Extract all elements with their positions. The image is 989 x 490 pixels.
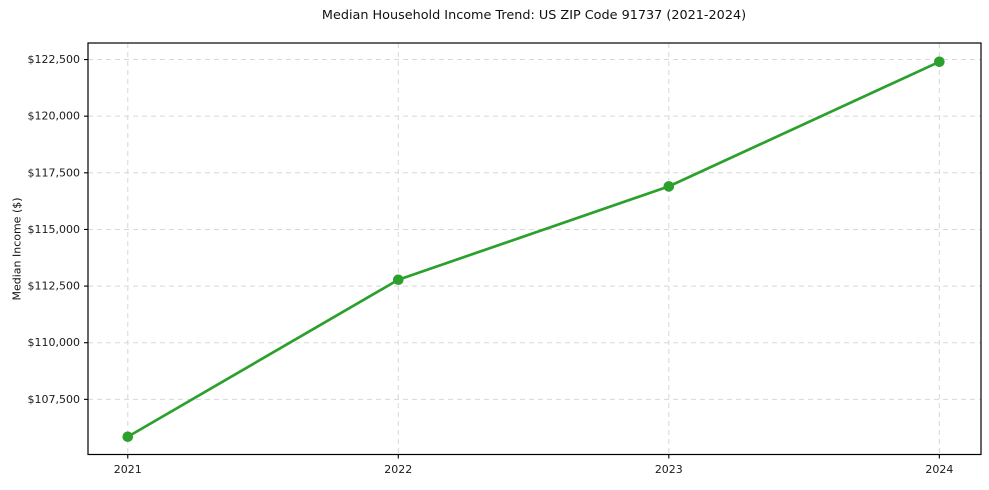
- trend-line: [126, 60, 941, 439]
- x-tick-label: 2022: [384, 463, 412, 476]
- x-tick-label: 2024: [925, 463, 953, 476]
- data-point-marker: [663, 181, 675, 192]
- data-point-marker: [122, 431, 134, 443]
- data-point-marker: [934, 56, 945, 68]
- y-tick-label: $115,000: [28, 223, 81, 236]
- data-point-marker: [392, 274, 404, 286]
- plot-border: [87, 42, 982, 456]
- x-tick-label: 2021: [114, 463, 142, 476]
- y-tick-label: $120,000: [28, 110, 81, 123]
- y-tick-label: $122,500: [28, 53, 81, 66]
- y-tick-label: $110,000: [28, 336, 81, 349]
- chart-title: Median Household Income Trend: US ZIP Co…: [321, 8, 747, 23]
- y-tick-label: $112,500: [28, 280, 81, 293]
- y-tick-label: $117,500: [28, 166, 81, 179]
- y-tick-label: $107,500: [28, 393, 81, 406]
- x-tick-label: 2023: [655, 463, 683, 476]
